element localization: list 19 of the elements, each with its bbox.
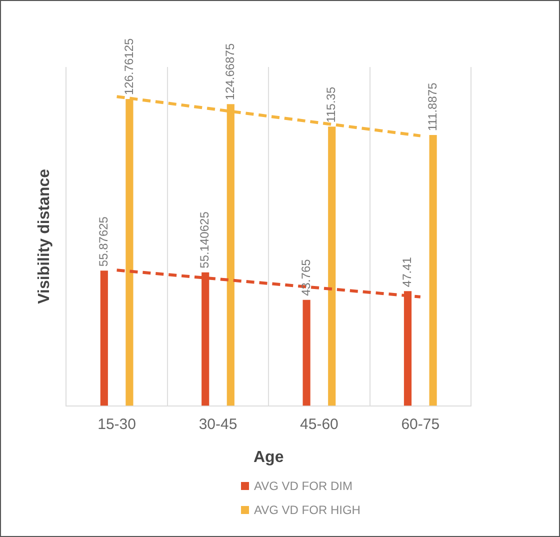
legend-label: AVG VD FOR HIGH: [254, 503, 360, 517]
data-label: 124.66875: [222, 43, 237, 100]
y-axis-title: Visibility distance: [36, 168, 54, 304]
bar: [429, 135, 437, 406]
x-tick-label: 15-30: [98, 416, 136, 433]
data-label: 126.76125: [122, 38, 136, 96]
data-label: 111.8875: [425, 82, 440, 132]
data-label: 55.87625: [96, 216, 110, 267]
x-tick-label: 45-60: [300, 416, 338, 433]
data-label: 115.35: [324, 86, 338, 123]
data-label: 55.140625: [198, 211, 212, 268]
data-label: 43.765: [298, 258, 313, 296]
x-tick-label: 30-45: [198, 416, 238, 433]
x-tick-label: 60-75: [401, 416, 440, 433]
data-label: 47.41: [400, 256, 414, 288]
legend-label: AVG VD FOR DIM: [254, 479, 352, 493]
x-axis-title: Age: [253, 448, 284, 466]
bar: [100, 270, 108, 406]
bar: [302, 300, 310, 406]
